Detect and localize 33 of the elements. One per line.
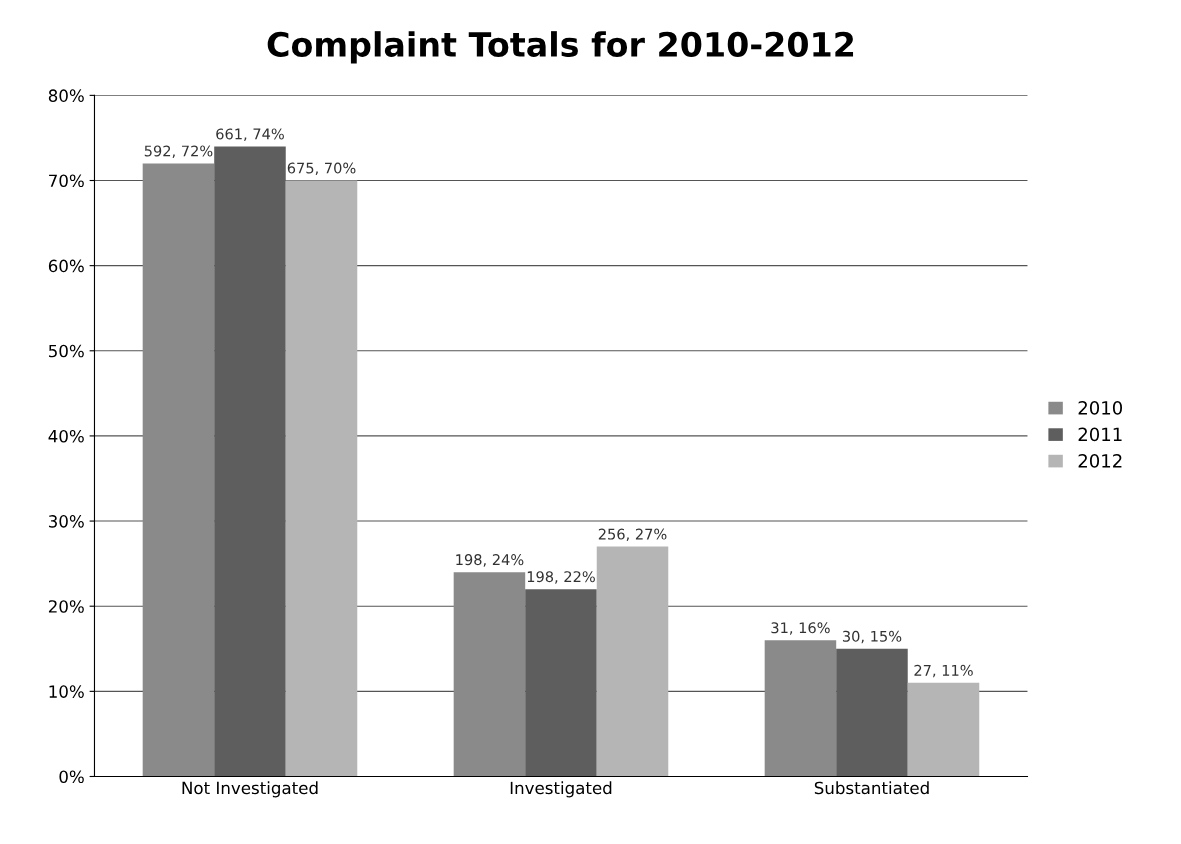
bar: [764, 640, 837, 777]
bar: [596, 546, 669, 777]
y-tick-label: 20%: [48, 600, 84, 613]
data-label: 27, 11%: [914, 664, 973, 678]
x-tick-label: Substantiated: [814, 781, 929, 795]
data-label: 30, 15%: [842, 630, 902, 644]
data-label: 675, 70%: [287, 162, 356, 176]
y-tick-label: 50%: [49, 344, 84, 358]
data-label: 592, 72%: [144, 145, 213, 158]
data-label: 198, 22%: [527, 571, 595, 584]
legend-label: 2012: [1078, 454, 1122, 468]
data-label: 198, 24%: [456, 554, 524, 567]
y-tick-label: 10%: [49, 685, 84, 698]
bar: [453, 572, 526, 777]
y-tick-label: 0%: [59, 770, 84, 784]
y-tick-label: 60%: [48, 259, 84, 273]
x-tick-label: Not Investigated: [182, 781, 318, 798]
legend-label: 2010: [1078, 401, 1123, 415]
bar: [285, 180, 358, 777]
bar: [525, 589, 597, 777]
y-tick-label: 30%: [48, 515, 84, 528]
bar: [836, 648, 908, 777]
data-label: 256, 27%: [598, 528, 667, 542]
data-label: 661, 74%: [216, 128, 284, 141]
chart-title: Complaint Totals for 2010-2012: [267, 31, 854, 64]
y-tick-label: 70%: [49, 174, 84, 188]
data-label: 31, 16%: [771, 622, 830, 635]
x-tick-label: Investigated: [510, 781, 612, 798]
bar: [142, 163, 215, 777]
y-tick-label: 40%: [48, 429, 84, 443]
y-tick-label: 80%: [48, 89, 84, 102]
legend-label: 2011: [1078, 427, 1122, 442]
bar: [907, 682, 980, 777]
